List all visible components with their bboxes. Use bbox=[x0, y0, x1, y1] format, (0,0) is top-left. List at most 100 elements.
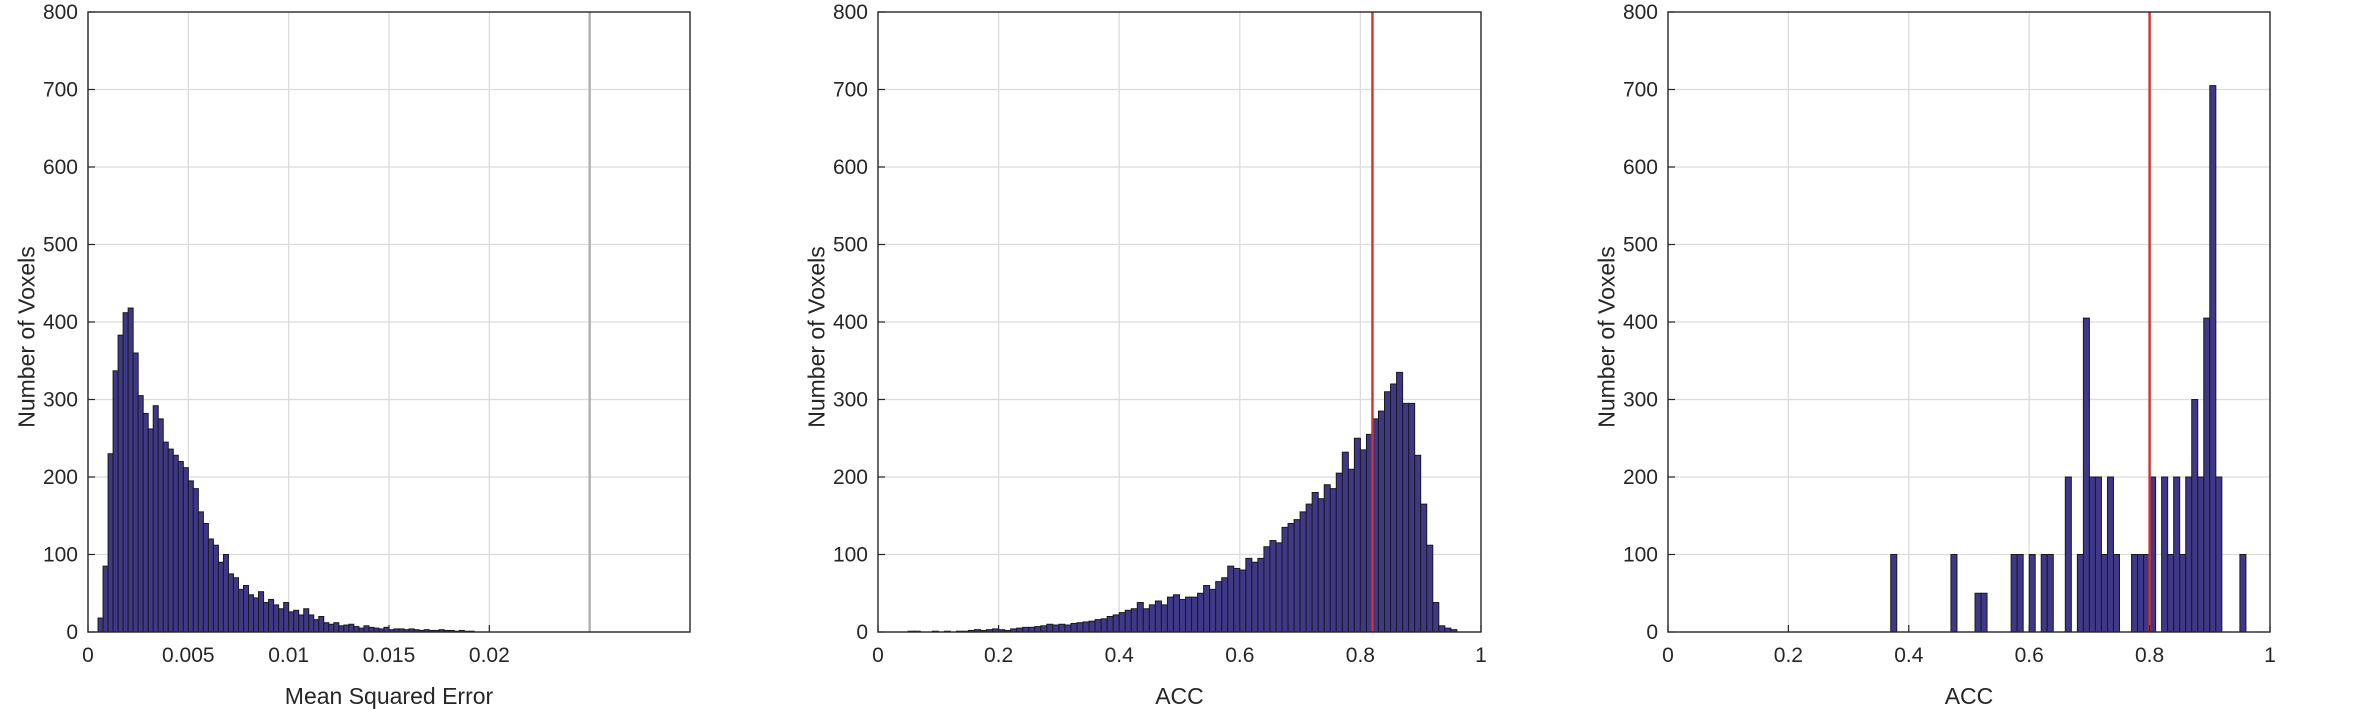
histogram-bar bbox=[1263, 546, 1271, 633]
histogram-bar bbox=[1185, 596, 1193, 633]
y-tick-label: 0 bbox=[1646, 621, 1658, 644]
histogram-bar bbox=[1166, 596, 1174, 633]
histogram-bar bbox=[172, 454, 179, 633]
histogram-bar bbox=[182, 467, 189, 633]
x-tick-label: 0.8 bbox=[1346, 644, 1375, 667]
histogram-bar bbox=[1890, 554, 1898, 633]
histogram-bar bbox=[1082, 621, 1090, 633]
histogram-bar bbox=[1950, 554, 1958, 633]
y-tick-label: 0 bbox=[66, 621, 78, 644]
histogram-bar bbox=[102, 565, 109, 633]
y-axis-title: Number of Voxels bbox=[803, 246, 829, 428]
histogram-bar bbox=[1034, 626, 1042, 633]
y-tick-label: 700 bbox=[1623, 79, 1658, 102]
histogram-bar bbox=[2239, 554, 2247, 633]
histogram-bar bbox=[217, 561, 224, 633]
y-tick-label: 200 bbox=[43, 466, 78, 489]
histogram-bar bbox=[132, 352, 139, 633]
histogram-bar bbox=[258, 591, 265, 633]
y-tick-label: 500 bbox=[43, 234, 78, 257]
histogram-bar bbox=[202, 523, 209, 633]
histogram-bar bbox=[2197, 476, 2205, 633]
histogram-bar bbox=[2209, 85, 2217, 633]
histogram-bar bbox=[1070, 622, 1078, 633]
histogram-bar bbox=[1088, 620, 1096, 633]
histogram-bar bbox=[1052, 624, 1060, 633]
y-tick-label: 0 bbox=[856, 621, 868, 644]
y-tick-label: 700 bbox=[833, 79, 868, 102]
histogram-bar bbox=[1251, 561, 1259, 633]
histogram-bar bbox=[1420, 503, 1428, 633]
y-tick-label: 600 bbox=[833, 156, 868, 179]
histogram-bar bbox=[157, 418, 164, 633]
histogram-bar bbox=[117, 334, 124, 633]
histogram-bar bbox=[338, 625, 345, 633]
histogram-bar bbox=[328, 623, 335, 633]
y-tick-label: 200 bbox=[1623, 466, 1658, 489]
histogram-bar bbox=[2082, 317, 2090, 633]
histogram-bar bbox=[1100, 618, 1108, 633]
histogram-bar bbox=[288, 611, 295, 633]
histogram-bar bbox=[1341, 451, 1349, 633]
x-tick-label: 0.005 bbox=[162, 644, 215, 667]
histogram-bar bbox=[1112, 614, 1120, 633]
histogram-bar bbox=[142, 412, 149, 633]
histogram-bar bbox=[147, 428, 154, 633]
histogram-bar bbox=[1172, 594, 1180, 633]
x-tick-label: 0.4 bbox=[1894, 644, 1924, 667]
x-tick-label: 0.6 bbox=[2015, 644, 2044, 667]
histogram-bar bbox=[1980, 592, 1988, 633]
histogram-bar bbox=[293, 609, 300, 633]
histogram-bar bbox=[1040, 625, 1048, 633]
histogram-bar bbox=[177, 461, 184, 633]
histogram-bar bbox=[152, 405, 159, 633]
histogram-bar bbox=[2046, 554, 2054, 633]
histogram-bar bbox=[1287, 523, 1295, 633]
y-tick-label: 800 bbox=[43, 1, 78, 24]
histogram-bar bbox=[1426, 544, 1434, 633]
histogram-bar bbox=[112, 370, 119, 633]
histogram-bar bbox=[2215, 476, 2223, 633]
x-tick-label: 1 bbox=[2264, 644, 2276, 667]
histogram-bar bbox=[1118, 612, 1126, 633]
y-tick-label: 300 bbox=[43, 389, 78, 412]
histogram-bar bbox=[1094, 619, 1102, 633]
histogram-bar bbox=[1396, 371, 1404, 633]
x-axis-title: ACC bbox=[1155, 683, 1204, 709]
histogram-bar bbox=[263, 602, 270, 633]
histogram-bar bbox=[2040, 554, 2048, 633]
histogram-bar bbox=[1179, 598, 1187, 633]
histogram-bar bbox=[2028, 554, 2036, 633]
y-tick-label: 400 bbox=[43, 311, 78, 334]
y-tick-label: 700 bbox=[43, 79, 78, 102]
histogram-bar bbox=[278, 608, 285, 633]
histogram-bar bbox=[303, 608, 310, 633]
histogram-bar bbox=[1359, 449, 1367, 633]
histogram-bar bbox=[1335, 472, 1343, 633]
y-axis-title: Number of Voxels bbox=[13, 246, 39, 428]
histogram-bar bbox=[2161, 476, 2169, 633]
histogram-bar bbox=[2094, 476, 2102, 633]
histogram-bar bbox=[1275, 542, 1283, 633]
y-tick-label: 500 bbox=[1623, 234, 1658, 257]
histogram-bar bbox=[1293, 519, 1301, 633]
histogram-bar bbox=[1221, 577, 1229, 633]
histogram-bar bbox=[1438, 625, 1446, 633]
x-tick-label: 0.6 bbox=[1225, 644, 1254, 667]
x-axis-title: Mean Squared Error bbox=[285, 683, 494, 709]
histogram-bar bbox=[2167, 554, 2175, 633]
histogram-bar bbox=[353, 626, 360, 633]
histogram-bar bbox=[308, 614, 315, 633]
y-tick-label: 800 bbox=[833, 1, 868, 24]
x-tick-label: 0.2 bbox=[984, 644, 1013, 667]
y-tick-label: 600 bbox=[43, 156, 78, 179]
histogram-bar bbox=[298, 614, 305, 633]
y-tick-label: 200 bbox=[833, 466, 868, 489]
histogram-bar bbox=[2100, 554, 2108, 633]
histogram-bar bbox=[1257, 557, 1265, 633]
histogram-bar bbox=[107, 453, 114, 633]
histogram-bar bbox=[318, 616, 325, 633]
histogram-bar bbox=[2185, 476, 2193, 633]
x-tick-label: 0 bbox=[872, 644, 884, 667]
histogram-bar bbox=[2112, 554, 2120, 633]
